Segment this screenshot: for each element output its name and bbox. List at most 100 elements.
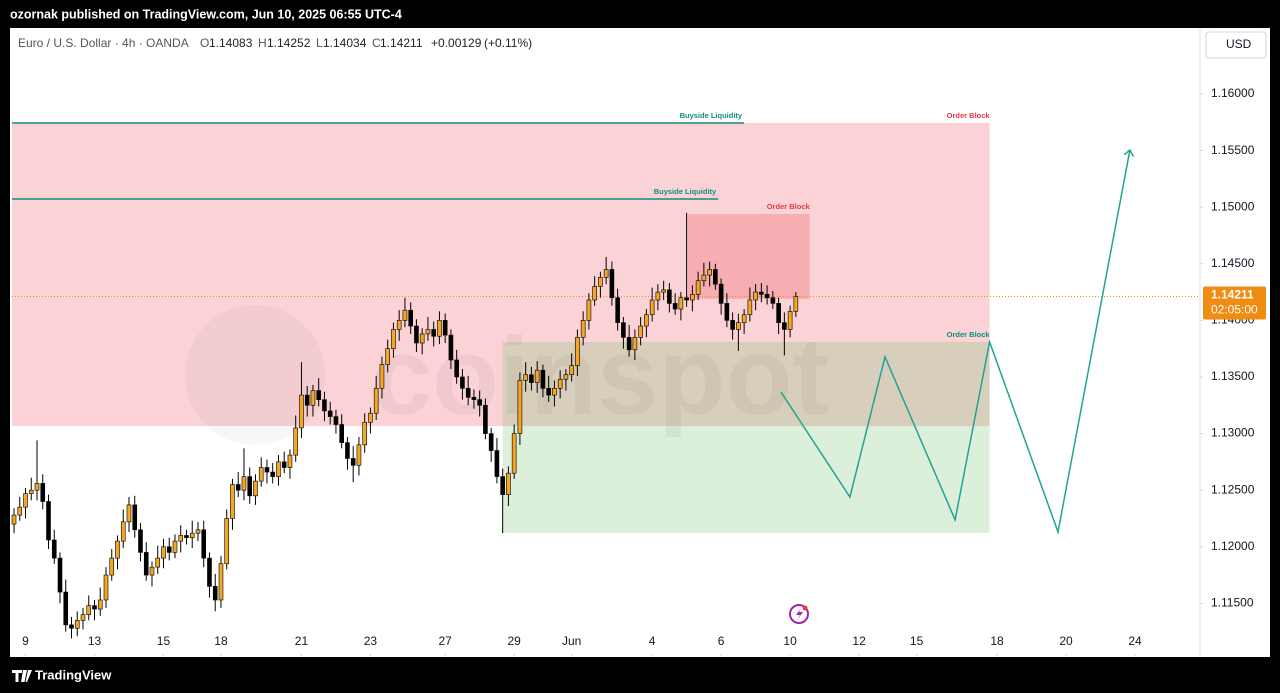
candle-body (529, 374, 534, 383)
candle-body (51, 539, 57, 559)
x-tick-label: 13 (88, 634, 102, 648)
event-icon-bolt (796, 608, 803, 620)
candle-body (684, 297, 689, 301)
projection-path (780, 150, 1130, 535)
candle-body (718, 283, 724, 304)
candle-body (419, 333, 425, 344)
candle-body (603, 269, 609, 278)
ohlc-letter: C (372, 36, 381, 50)
ohlc-value: 1.14034 (323, 36, 367, 50)
candle-body (580, 320, 586, 338)
candle-body (184, 535, 189, 539)
change-percent: (+0.11%) (484, 36, 532, 50)
order-block-zone (687, 213, 810, 299)
candle-body (247, 476, 253, 497)
candle-body (483, 404, 488, 434)
candle-body (103, 574, 109, 601)
y-tick-label: 1.11500 (1211, 596, 1254, 610)
candle-body (155, 557, 161, 568)
candle-body (270, 471, 276, 477)
candle-body (437, 320, 442, 337)
watermark: coinspot (371, 315, 829, 438)
liquidity-label: Buyside Liquidity (680, 111, 743, 120)
candle-body (115, 540, 120, 559)
candle-body (615, 297, 620, 323)
candle-body (235, 484, 241, 491)
candle-body (253, 480, 258, 497)
candle-body (632, 337, 638, 351)
candle-body (120, 521, 126, 542)
candle-body (57, 557, 63, 593)
candle-body (460, 376, 465, 389)
currency-label[interactable]: USD (1226, 37, 1252, 51)
axes: 1.160001.155001.150001.145001.140001.135… (22, 86, 1266, 656)
candle-body (672, 303, 678, 310)
candle-body (172, 540, 178, 553)
candle-body (224, 518, 230, 565)
x-tick-label: 24 (1128, 634, 1142, 648)
candle-body (770, 297, 776, 304)
candle-body (408, 309, 413, 327)
candle-body (540, 369, 546, 389)
currency-button[interactable] (1205, 31, 1267, 59)
candle-body (86, 605, 92, 615)
publish-info: ozornak published on TradingView.com, Ju… (10, 7, 402, 21)
candle-body (414, 325, 419, 344)
candle-body (678, 297, 684, 310)
x-tick-label: 15 (157, 634, 171, 648)
candle-body (782, 322, 787, 330)
x-tick-label: 23 (364, 634, 378, 648)
candle-body (500, 476, 505, 495)
zone-label: Order Block (947, 330, 991, 339)
candle-body (304, 394, 310, 406)
candle-body (523, 374, 528, 381)
candle-body (293, 427, 299, 456)
candle-body (793, 296, 799, 312)
zones (12, 122, 990, 533)
y-tick-label: 1.16000 (1211, 86, 1255, 100)
candle-body (649, 299, 655, 316)
y-tick-label: 1.15500 (1211, 143, 1255, 157)
candle-body (776, 303, 781, 323)
candle-body (724, 303, 730, 321)
candle-body (586, 299, 592, 321)
candle-body (557, 378, 563, 389)
candle-body (333, 416, 339, 425)
y-tick-label: 1.13500 (1211, 369, 1255, 383)
event-icon[interactable] (789, 604, 809, 624)
candle-body (80, 614, 86, 621)
candle-body (759, 291, 764, 295)
candle-body (695, 280, 701, 295)
candle-body (592, 286, 597, 301)
candle-body (753, 291, 758, 301)
candle-body (34, 483, 40, 491)
ohlc-letter: O (200, 36, 209, 50)
candle-body (322, 399, 327, 412)
candle-body (218, 563, 224, 601)
candle-body (327, 410, 333, 417)
candle-body (385, 348, 390, 365)
candle-body (741, 314, 747, 323)
candle-body (396, 320, 402, 330)
candle-body (339, 424, 344, 443)
candle-body (477, 399, 482, 406)
candle-body (736, 322, 741, 330)
ohlc-letter: L (316, 36, 323, 50)
candle-body (310, 390, 316, 406)
candle-body (534, 369, 540, 383)
y-tick-label: 1.15000 (1211, 199, 1255, 213)
last-price-box (1203, 286, 1266, 320)
x-tick-label: 20 (1059, 634, 1073, 648)
candle-body (575, 337, 580, 366)
candle-body (23, 493, 28, 508)
footer-logo (12, 670, 32, 682)
x-tick-label: 4 (649, 634, 656, 648)
candle-body (149, 566, 155, 576)
candle-body (109, 557, 115, 576)
candle-body (655, 291, 661, 301)
candle-body (230, 484, 235, 519)
candle-body (701, 274, 707, 282)
event-icon-dot (802, 605, 808, 611)
candle-body (201, 529, 207, 559)
